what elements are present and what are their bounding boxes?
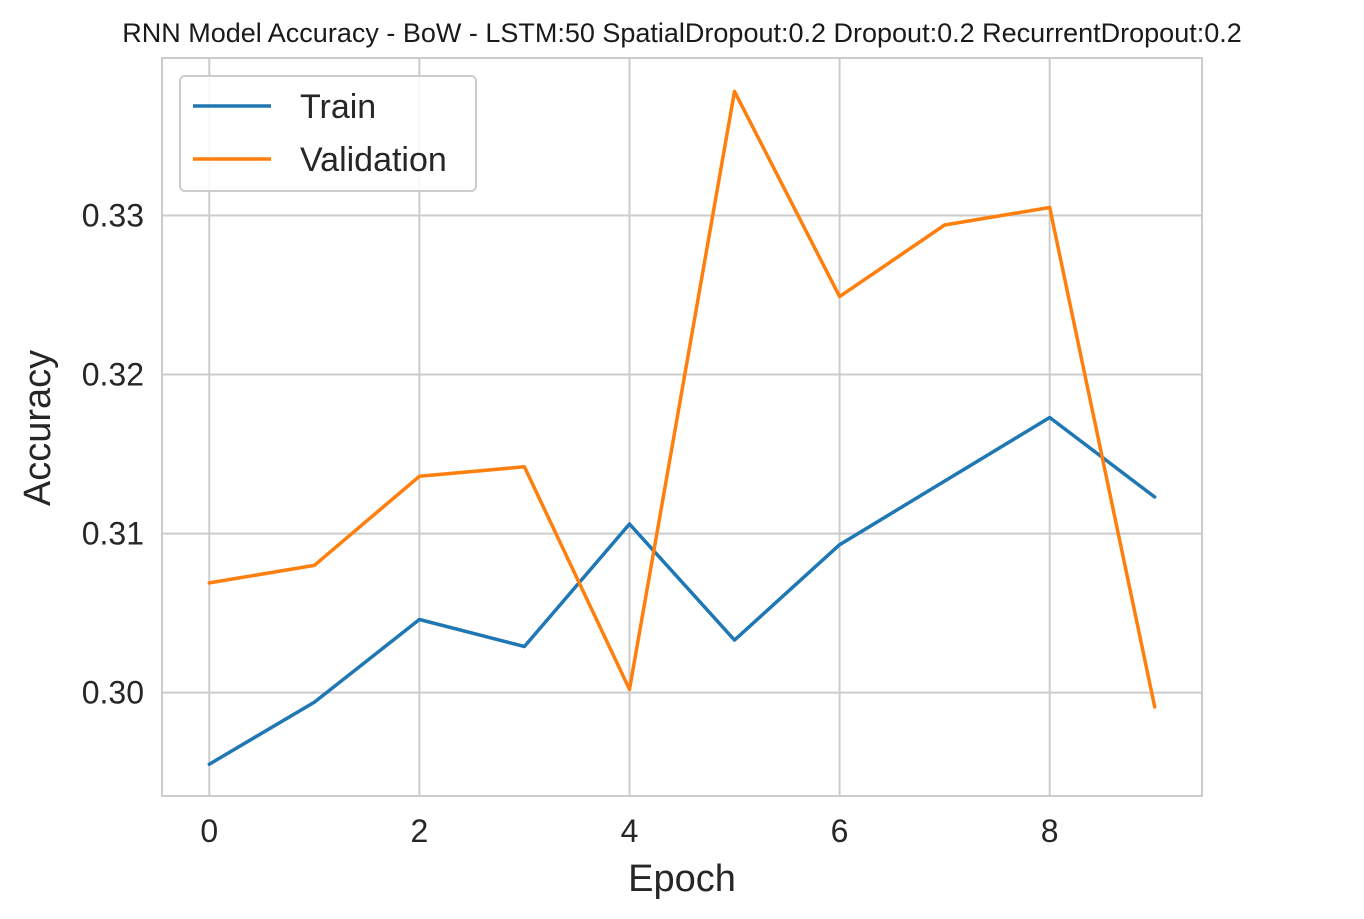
y-tick-label: 0.30 <box>82 675 144 711</box>
series-line-validation <box>207 89 1157 709</box>
y-gridlines <box>162 214 1202 694</box>
series-layer <box>207 89 1157 766</box>
legend-label-train: Train <box>300 88 376 126</box>
y-tick-label: 0.32 <box>82 357 144 393</box>
x-tick-label: 6 <box>831 813 849 849</box>
x-axis-label: Epoch <box>628 858 736 900</box>
y-axis-label: Accuracy <box>17 350 59 506</box>
chart-title: RNN Model Accuracy - BoW - LSTM:50 Spati… <box>122 18 1242 48</box>
x-tick-label: 0 <box>200 813 218 849</box>
y-tick-label: 0.31 <box>82 516 144 552</box>
y-tick-label: 0.33 <box>82 197 144 233</box>
legend: Train Validation <box>179 75 477 192</box>
series-line-train <box>207 415 1157 766</box>
x-tick-labels: 0 2 4 6 8 <box>200 813 1058 849</box>
y-tick-labels: 0.30 0.31 0.32 0.33 <box>82 197 144 710</box>
plot-frame <box>161 57 1203 797</box>
legend-label-validation: Validation <box>300 141 447 179</box>
x-tick-label: 2 <box>410 813 428 849</box>
x-tick-label: 4 <box>621 813 639 849</box>
x-tick-label: 8 <box>1041 813 1059 849</box>
